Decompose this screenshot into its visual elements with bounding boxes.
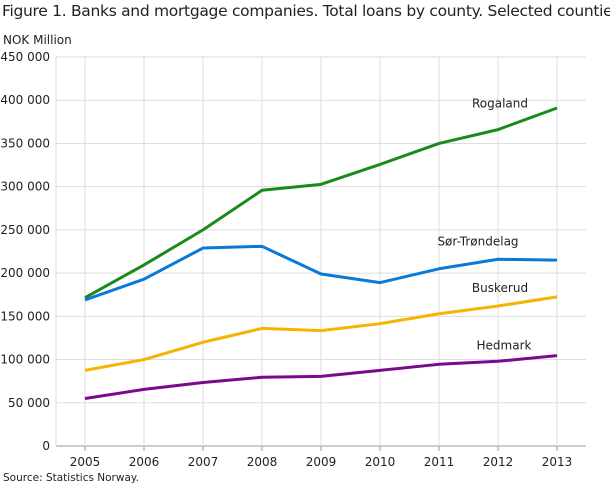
source-note: Source: Statistics Norway. — [3, 472, 139, 484]
y-tick-label: 400 000 — [0, 93, 50, 107]
chart-title: Figure 1. Banks and mortgage companies. … — [2, 2, 610, 20]
y-tick-label: 450 000 — [0, 50, 50, 64]
x-tick-label: 2006 — [129, 455, 160, 469]
y-tick-label: 0 — [42, 439, 50, 453]
y-tick-label: 200 000 — [0, 266, 50, 280]
series-label: Buskerud — [472, 281, 528, 295]
x-tick-label: 2007 — [188, 455, 219, 469]
x-tick-label: 2005 — [70, 455, 101, 469]
y-tick-label: 50 000 — [8, 396, 50, 410]
series-line-rogaland — [84, 106, 558, 300]
x-tick-label: 2008 — [247, 455, 278, 469]
series-line-sør-trøndelag — [84, 244, 558, 302]
series-label: Hedmark — [477, 338, 532, 352]
y-tick-label: 350 000 — [0, 136, 50, 150]
x-tick-label: 2010 — [365, 455, 396, 469]
series-line-buskerud — [84, 295, 558, 372]
x-tick-label: 2012 — [483, 455, 514, 469]
y-axis-label: NOK Million — [3, 33, 72, 47]
series-label: Rogaland — [472, 97, 528, 111]
y-tick-label: 300 000 — [0, 180, 50, 194]
y-tick-label: 150 000 — [0, 309, 50, 323]
series-label: Sør-Trøndelag — [437, 234, 518, 248]
series-line-hedmark — [84, 354, 558, 400]
x-tick-label: 2013 — [542, 455, 573, 469]
y-tick-label: 100 000 — [0, 353, 50, 367]
x-tick-label: 2009 — [306, 455, 337, 469]
y-tick-label: 250 000 — [0, 223, 50, 237]
x-tick-label: 2011 — [424, 455, 455, 469]
